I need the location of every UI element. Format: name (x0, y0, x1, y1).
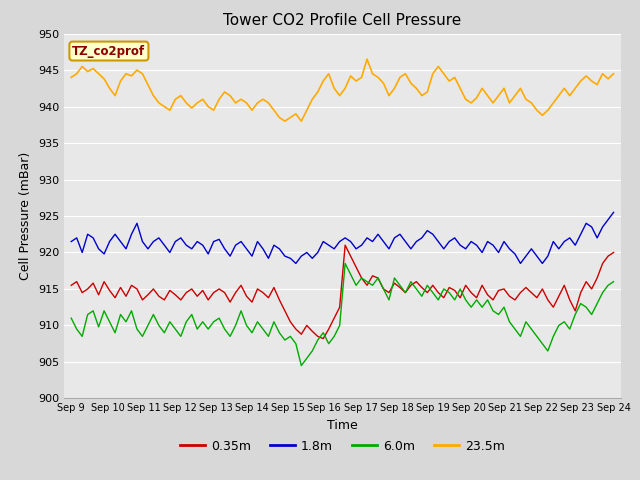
Legend: 0.35m, 1.8m, 6.0m, 23.5m: 0.35m, 1.8m, 6.0m, 23.5m (175, 435, 510, 458)
Text: TZ_co2prof: TZ_co2prof (72, 45, 145, 58)
Y-axis label: Cell Pressure (mBar): Cell Pressure (mBar) (19, 152, 33, 280)
X-axis label: Time: Time (327, 419, 358, 432)
Title: Tower CO2 Profile Cell Pressure: Tower CO2 Profile Cell Pressure (223, 13, 461, 28)
